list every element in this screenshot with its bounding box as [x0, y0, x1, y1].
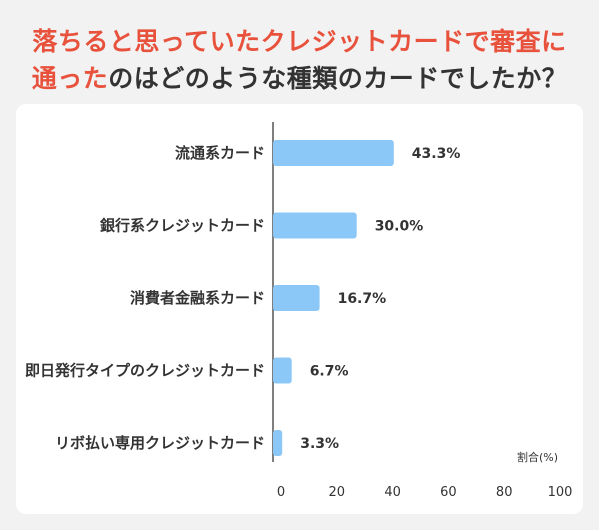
chart-header: 落ちると思っていたクレジットカードで審査に 通ったのはどのような種類のカードでし… — [0, 0, 599, 100]
bar-3 — [273, 285, 320, 311]
category-label-1: 流通系カード — [175, 144, 265, 162]
bar-1 — [273, 140, 394, 166]
title-line-2: 通ったのはどのような種類のカードでしたか？ — [0, 59, 599, 95]
bar-chart: 流通系カード 43.3% 銀行系クレジットカード 30.0% 消費者金融系カード 16.7… — [25, 122, 573, 500]
value-label-3: 16.7% — [338, 291, 387, 307]
title-line-2-text: のはどのような種類のカードでしたか？ — [108, 64, 568, 93]
title-line-1: 落ちると思っていたクレジットカードで審査に — [0, 22, 599, 58]
x-tick-label-80: 80 — [496, 485, 513, 500]
category-label-2: 銀行系クレジットカード — [100, 217, 265, 235]
x-tick-label-60: 60 — [440, 485, 457, 500]
value-label-2: 30.0% — [375, 219, 424, 235]
x-tick-label-100: 100 — [548, 485, 573, 500]
value-label-4: 6.7% — [310, 364, 349, 380]
bar-4 — [273, 357, 292, 384]
value-label-5: 3.3% — [300, 436, 339, 452]
bar-2 — [273, 212, 357, 239]
category-label-5: リボ払い専用クレジットカード — [55, 434, 265, 452]
category-label-3: 消費者金融系カード — [130, 289, 265, 307]
x-axis-title: 割合(%) — [517, 450, 558, 464]
title-line-1-text: 落ちると思っていたクレジットカードで審査に — [32, 27, 567, 56]
chart-card: 流通系カード 43.3% 銀行系クレジットカード 30.0% 消費者金融系カード 16.7… — [16, 104, 583, 514]
value-label-1: 43.3% — [412, 146, 461, 162]
x-tick-label-0: 0 — [277, 485, 285, 500]
title-highlight: 通った — [31, 64, 109, 93]
x-tick-label-20: 20 — [329, 485, 346, 500]
category-label-4: 即日発行タイプのクレジットカード — [25, 362, 265, 380]
x-tick-label-40: 40 — [384, 485, 401, 500]
bar-5 — [273, 430, 283, 456]
